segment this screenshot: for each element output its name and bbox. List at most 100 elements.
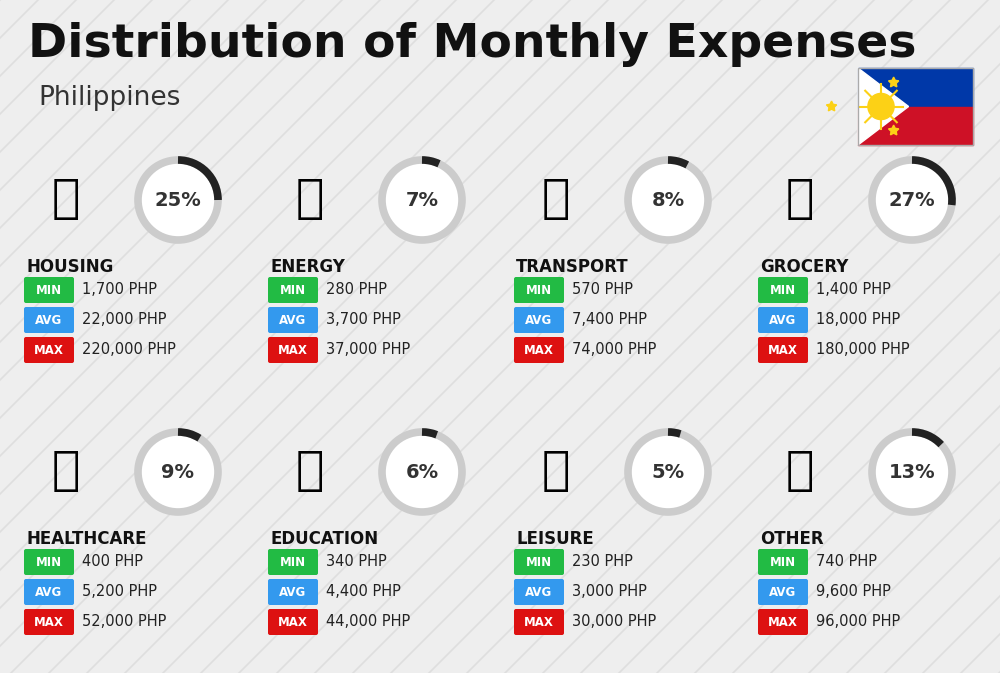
Text: 9%: 9% bbox=[162, 462, 194, 481]
Text: MAX: MAX bbox=[768, 343, 798, 357]
Text: AVG: AVG bbox=[279, 314, 307, 326]
Text: MAX: MAX bbox=[768, 616, 798, 629]
Text: 🔌: 🔌 bbox=[296, 178, 324, 223]
Text: MIN: MIN bbox=[526, 283, 552, 297]
Text: 570 PHP: 570 PHP bbox=[572, 283, 633, 297]
FancyBboxPatch shape bbox=[24, 579, 74, 605]
Text: 1,700 PHP: 1,700 PHP bbox=[82, 283, 157, 297]
Circle shape bbox=[872, 432, 952, 512]
Text: 🏢: 🏢 bbox=[52, 178, 80, 223]
Text: 340 PHP: 340 PHP bbox=[326, 555, 387, 569]
Text: MIN: MIN bbox=[770, 555, 796, 569]
Text: ENERGY: ENERGY bbox=[270, 258, 345, 276]
FancyBboxPatch shape bbox=[268, 549, 318, 575]
Text: EDUCATION: EDUCATION bbox=[270, 530, 378, 548]
Bar bbox=[858, 68, 973, 145]
Text: MAX: MAX bbox=[34, 343, 64, 357]
Polygon shape bbox=[858, 68, 909, 145]
FancyBboxPatch shape bbox=[268, 609, 318, 635]
Circle shape bbox=[628, 160, 708, 240]
Text: 52,000 PHP: 52,000 PHP bbox=[82, 614, 166, 629]
Text: 13%: 13% bbox=[889, 462, 935, 481]
Text: AVG: AVG bbox=[525, 314, 553, 326]
FancyBboxPatch shape bbox=[24, 337, 74, 363]
Text: 3,700 PHP: 3,700 PHP bbox=[326, 312, 401, 328]
FancyBboxPatch shape bbox=[758, 579, 808, 605]
Text: AVG: AVG bbox=[35, 314, 63, 326]
FancyBboxPatch shape bbox=[514, 579, 564, 605]
Text: AVG: AVG bbox=[769, 586, 797, 598]
Circle shape bbox=[382, 432, 462, 512]
Text: MAX: MAX bbox=[524, 616, 554, 629]
Text: 27%: 27% bbox=[889, 190, 935, 209]
Text: 🛍: 🛍 bbox=[542, 450, 570, 495]
Text: 180,000 PHP: 180,000 PHP bbox=[816, 343, 910, 357]
Text: 9,600 PHP: 9,600 PHP bbox=[816, 584, 891, 600]
FancyBboxPatch shape bbox=[268, 337, 318, 363]
Text: OTHER: OTHER bbox=[760, 530, 824, 548]
Text: TRANSPORT: TRANSPORT bbox=[516, 258, 629, 276]
Text: 7,400 PHP: 7,400 PHP bbox=[572, 312, 647, 328]
Text: 🛒: 🛒 bbox=[786, 178, 814, 223]
FancyBboxPatch shape bbox=[514, 609, 564, 635]
Text: MIN: MIN bbox=[526, 555, 552, 569]
Text: AVG: AVG bbox=[525, 586, 553, 598]
FancyBboxPatch shape bbox=[24, 609, 74, 635]
FancyBboxPatch shape bbox=[514, 549, 564, 575]
Text: 5%: 5% bbox=[651, 462, 685, 481]
Text: 230 PHP: 230 PHP bbox=[572, 555, 633, 569]
Circle shape bbox=[382, 160, 462, 240]
Text: MIN: MIN bbox=[36, 555, 62, 569]
FancyBboxPatch shape bbox=[514, 307, 564, 333]
Circle shape bbox=[868, 94, 894, 120]
Text: MAX: MAX bbox=[524, 343, 554, 357]
Text: MAX: MAX bbox=[34, 616, 64, 629]
Text: 🎓: 🎓 bbox=[296, 450, 324, 495]
Text: 30,000 PHP: 30,000 PHP bbox=[572, 614, 656, 629]
FancyBboxPatch shape bbox=[268, 307, 318, 333]
Text: GROCERY: GROCERY bbox=[760, 258, 848, 276]
Text: 5,200 PHP: 5,200 PHP bbox=[82, 584, 157, 600]
Polygon shape bbox=[889, 77, 899, 87]
Bar bbox=[858, 106, 973, 145]
Circle shape bbox=[628, 432, 708, 512]
FancyBboxPatch shape bbox=[268, 579, 318, 605]
FancyBboxPatch shape bbox=[758, 277, 808, 303]
Text: 18,000 PHP: 18,000 PHP bbox=[816, 312, 900, 328]
FancyBboxPatch shape bbox=[24, 307, 74, 333]
Bar bbox=[858, 68, 973, 106]
Circle shape bbox=[138, 432, 218, 512]
FancyBboxPatch shape bbox=[758, 307, 808, 333]
Text: AVG: AVG bbox=[279, 586, 307, 598]
Text: MIN: MIN bbox=[36, 283, 62, 297]
Polygon shape bbox=[826, 101, 837, 111]
Text: 25%: 25% bbox=[155, 190, 201, 209]
Text: 400 PHP: 400 PHP bbox=[82, 555, 143, 569]
Text: 8%: 8% bbox=[651, 190, 685, 209]
Circle shape bbox=[138, 160, 218, 240]
Text: AVG: AVG bbox=[769, 314, 797, 326]
Text: 96,000 PHP: 96,000 PHP bbox=[816, 614, 900, 629]
Text: MAX: MAX bbox=[278, 616, 308, 629]
Text: 💊: 💊 bbox=[52, 450, 80, 495]
Text: 🚌: 🚌 bbox=[542, 178, 570, 223]
Text: 👛: 👛 bbox=[786, 450, 814, 495]
Text: 44,000 PHP: 44,000 PHP bbox=[326, 614, 410, 629]
FancyBboxPatch shape bbox=[514, 337, 564, 363]
Polygon shape bbox=[889, 125, 899, 135]
FancyBboxPatch shape bbox=[514, 277, 564, 303]
Text: 280 PHP: 280 PHP bbox=[326, 283, 387, 297]
Text: 7%: 7% bbox=[406, 190, 438, 209]
Text: 37,000 PHP: 37,000 PHP bbox=[326, 343, 410, 357]
FancyBboxPatch shape bbox=[758, 549, 808, 575]
FancyBboxPatch shape bbox=[268, 277, 318, 303]
FancyBboxPatch shape bbox=[758, 609, 808, 635]
Text: AVG: AVG bbox=[35, 586, 63, 598]
Text: LEISURE: LEISURE bbox=[516, 530, 594, 548]
Text: Philippines: Philippines bbox=[38, 85, 180, 111]
Text: MAX: MAX bbox=[278, 343, 308, 357]
Bar bbox=[858, 68, 973, 145]
FancyBboxPatch shape bbox=[758, 337, 808, 363]
Text: 22,000 PHP: 22,000 PHP bbox=[82, 312, 166, 328]
Text: HEALTHCARE: HEALTHCARE bbox=[26, 530, 146, 548]
